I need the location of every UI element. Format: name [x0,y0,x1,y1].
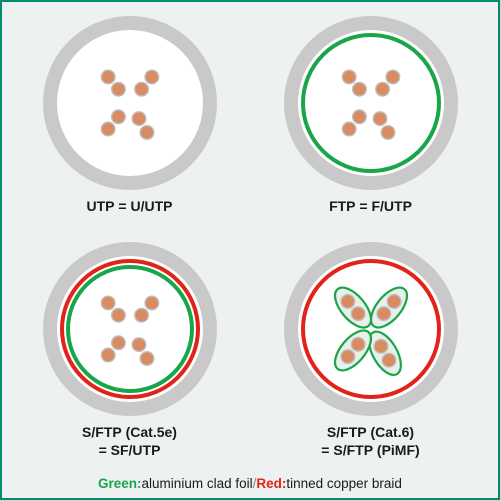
legend: Green: aluminium clad foil / Red: tinned… [2,468,498,498]
cable-diagram-utp [41,14,219,192]
cable-label-sftp5e: S/FTP (Cat.5e)= SF/UTP [82,424,177,459]
cable-cell-sftp6: S/FTP (Cat.6)= S/FTP (PiMF) [253,240,488,460]
cable-label-sftp6: S/FTP (Cat.6)= S/FTP (PiMF) [321,424,419,459]
cable-label-utp: UTP = U/UTP [87,198,173,216]
cable-cell-sftp5e: S/FTP (Cat.5e)= SF/UTP [12,240,247,460]
cable-diagram-ftp [282,14,460,192]
cable-diagram-sftp5e [41,240,219,418]
cable-cell-ftp: FTP = F/UTP [253,14,488,234]
cable-cell-utp: UTP = U/UTP [12,14,247,234]
cable-grid: UTP = U/UTP FTP = F/UTP S/FTP (Cat.5e)= SF… [2,2,498,464]
diagram-frame: UTP = U/UTP FTP = F/UTP S/FTP (Cat.5e)= SF… [0,0,500,500]
legend-red-text: tinned copper braid [286,476,402,491]
legend-red-label: Red: [256,476,286,491]
cable-label-ftp: FTP = F/UTP [329,198,412,216]
cable-diagram-sftp6 [282,240,460,418]
legend-green-text: aluminium clad foil [142,476,253,491]
legend-green-label: Green: [98,476,142,491]
